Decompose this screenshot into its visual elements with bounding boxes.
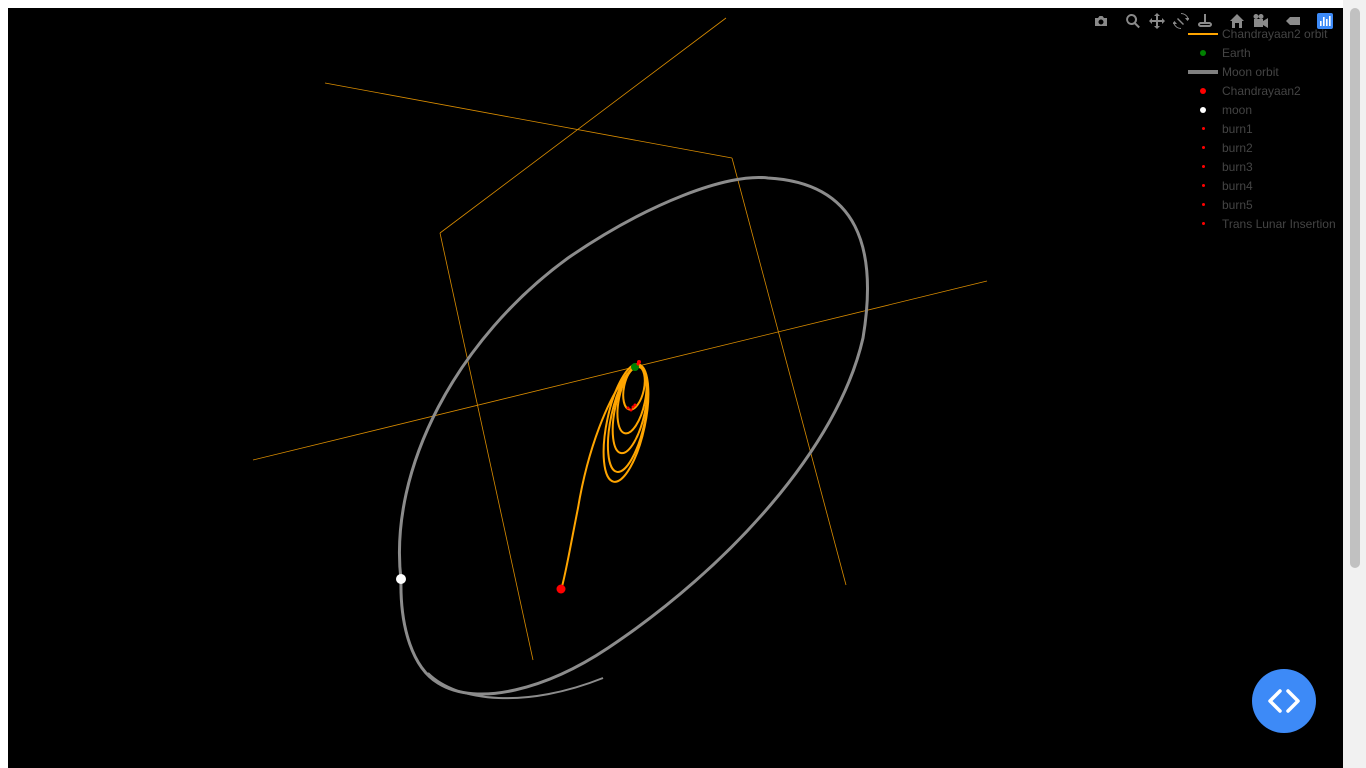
legend-label: Chandrayaan2 <box>1222 83 1301 98</box>
moon-orbit-series <box>398 175 870 700</box>
legend-label: Moon orbit <box>1222 64 1279 79</box>
legend-label: burn3 <box>1222 159 1253 174</box>
legend-swatch <box>1187 157 1219 176</box>
legend-swatch <box>1187 138 1219 157</box>
legend-swatch <box>1187 176 1219 195</box>
turntable-rotation-icon[interactable] <box>1193 12 1217 30</box>
legend-item[interactable]: burn2 <box>1187 138 1337 157</box>
hover-tag-icon[interactable] <box>1281 12 1305 30</box>
legend-item[interactable]: Earth <box>1187 43 1337 62</box>
modebar <box>1089 12 1337 30</box>
legend-swatch <box>1187 195 1219 214</box>
legend-swatch <box>1187 119 1219 138</box>
burn2-marker[interactable] <box>626 406 630 410</box>
legend-item[interactable]: Moon orbit <box>1187 62 1337 81</box>
code-brackets-icon <box>1268 689 1300 713</box>
legend: Chandrayaan2 orbit Earth Moon orbit Chandra… <box>1187 24 1337 233</box>
moon-orbit-path-2 <box>427 672 604 700</box>
chandrayaan2-marker[interactable] <box>556 584 566 594</box>
legend-item[interactable]: Chandrayaan2 orbit <box>1187 24 1337 43</box>
camera-last-save-icon[interactable] <box>1249 12 1273 30</box>
legend-item[interactable]: burn1 <box>1187 119 1337 138</box>
legend-item[interactable]: Trans Lunar Insertion <box>1187 214 1337 233</box>
moon-marker[interactable] <box>396 574 406 584</box>
tli-marker[interactable] <box>636 362 640 366</box>
z-axis-line <box>439 17 727 234</box>
camera-icon[interactable] <box>1089 12 1113 30</box>
frame-right-edge <box>731 157 847 586</box>
scene-3d[interactable] <box>8 8 1343 768</box>
legend-swatch <box>1187 81 1219 100</box>
home-icon[interactable] <box>1225 12 1249 30</box>
orbit-rotation-icon[interactable] <box>1169 12 1193 30</box>
burn5-marker[interactable] <box>633 403 637 407</box>
code-view-button[interactable] <box>1252 669 1316 733</box>
legend-label: Chandrayaan2 orbit <box>1222 26 1328 41</box>
plot-area[interactable]: Chandrayaan2 orbit Earth Moon orbit Chandra… <box>8 8 1343 768</box>
scrollbar-thumb[interactable] <box>1350 8 1360 568</box>
x-axis-line <box>252 280 988 461</box>
pan-icon[interactable] <box>1145 12 1169 30</box>
legend-label: Trans Lunar Insertion <box>1222 216 1336 231</box>
legend-label: burn5 <box>1222 197 1253 212</box>
trans-lunar-trajectory <box>560 372 629 591</box>
burn3-marker[interactable] <box>629 408 633 412</box>
legend-label: burn1 <box>1222 121 1253 136</box>
page-scrollbar[interactable] <box>1343 0 1366 768</box>
burn4-marker[interactable] <box>631 405 635 409</box>
legend-item[interactable]: burn5 <box>1187 195 1337 214</box>
y-axis-line <box>324 82 733 159</box>
zoom-icon[interactable] <box>1121 12 1145 30</box>
legend-swatch <box>1187 43 1219 62</box>
legend-item[interactable]: burn4 <box>1187 176 1337 195</box>
frame-left-edge <box>439 232 534 661</box>
markers <box>396 360 641 594</box>
plotly-logo-icon[interactable] <box>1313 12 1337 30</box>
legend-item[interactable]: burn3 <box>1187 157 1337 176</box>
moon-orbit-path <box>398 175 870 696</box>
legend-swatch <box>1187 62 1219 81</box>
legend-label: Earth <box>1222 45 1251 60</box>
legend-label: burn4 <box>1222 178 1253 193</box>
legend-item[interactable]: moon <box>1187 100 1337 119</box>
legend-item[interactable]: Chandrayaan2 <box>1187 81 1337 100</box>
legend-swatch <box>1187 24 1219 43</box>
legend-label: moon <box>1222 102 1253 117</box>
legend-swatch <box>1187 214 1219 233</box>
legend-swatch <box>1187 100 1219 119</box>
axis-frame <box>252 17 988 661</box>
legend-label: burn2 <box>1222 140 1253 155</box>
chandrayaan-orbit-series <box>560 363 650 591</box>
